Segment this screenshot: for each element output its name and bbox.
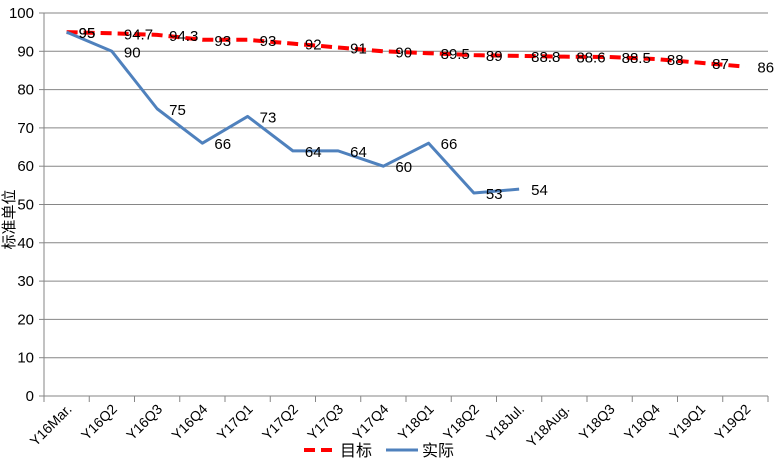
y-tick-label: 20: [17, 311, 34, 328]
x-tick-label: Y17Q2: [259, 401, 301, 443]
y-tick-label: 10: [17, 350, 34, 367]
y-tick-label: 40: [17, 235, 34, 252]
data-label: 88: [667, 52, 684, 69]
x-tick-label: Y16Q4: [168, 401, 210, 443]
data-label: 64: [350, 144, 367, 161]
data-label: 88.8: [531, 49, 560, 66]
gridlines: [44, 12, 768, 359]
data-label: 87: [712, 56, 729, 73]
series-line-0: [66, 30, 746, 69]
y-tick-label: 70: [17, 120, 34, 137]
x-tick-label: Y17Q4: [349, 401, 391, 443]
data-label: 93: [260, 33, 277, 50]
x-tick-label: Y18Aug.: [523, 401, 572, 450]
x-tick-label: Y18Q2: [440, 401, 482, 443]
data-label: 53: [486, 186, 503, 203]
data-label: 64: [305, 144, 322, 161]
data-label: 66: [441, 136, 458, 153]
x-tick-label: Y19Q2: [711, 401, 753, 443]
data-label: 75: [169, 102, 186, 119]
x-tick-label: Y17Q3: [304, 401, 346, 443]
data-label: 90: [124, 44, 141, 61]
x-tick-label: Y18Q4: [621, 401, 663, 443]
data-label: 66: [214, 136, 231, 153]
y-tick-label: 30: [17, 273, 34, 290]
y-tick-label: 0: [26, 388, 34, 405]
x-tick-label: Y18Jul.: [483, 401, 527, 445]
y-tick-label: 60: [17, 158, 34, 175]
y-tick-label: 80: [17, 82, 34, 99]
x-tick-label: Y16Q2: [78, 401, 120, 443]
x-tick-label: Y18Q1: [395, 401, 437, 443]
data-label: 60: [395, 159, 412, 176]
x-tick-label: Y17Q1: [214, 401, 256, 443]
data-label: 94.3: [169, 28, 198, 45]
y-tick-label: 100: [9, 5, 34, 22]
x-tick-label: Y16Q3: [123, 401, 165, 443]
data-label: 95: [79, 25, 96, 42]
series: [66, 30, 746, 195]
data-labels: 95 94.7 94.3 93 93 92 91 90 89.5 89 88.8 88.6 88.5 88…: [79, 25, 774, 203]
x-tick-label: Y19Q1: [666, 401, 708, 443]
y-axis-label: 标准单位: [1, 189, 18, 249]
data-label: 54: [531, 182, 548, 199]
data-label: 94.7: [124, 26, 153, 43]
y-tick-label: 90: [17, 43, 34, 60]
legend: 目标 实际: [304, 442, 454, 460]
data-label: 91: [350, 40, 367, 57]
data-label: 93: [214, 33, 231, 50]
data-label: 95: [79, 25, 96, 42]
data-label: 88.6: [576, 50, 605, 67]
data-label: 73: [260, 109, 277, 126]
legend-label-target: 目标: [340, 442, 372, 460]
data-label: 90: [395, 44, 412, 61]
series-line-1: [66, 30, 520, 195]
data-label: 92: [305, 37, 322, 54]
data-label: 89: [486, 48, 503, 65]
data-label: 88.5: [622, 50, 651, 67]
x-tick-label: Y18Q3: [576, 401, 618, 443]
data-label: 89.5: [441, 46, 470, 63]
data-label: 86: [757, 60, 774, 77]
x-tick-label: Y16Mar.: [27, 401, 75, 449]
y-tick-label: 50: [17, 197, 34, 214]
legend-label-actual: 实际: [422, 442, 454, 460]
